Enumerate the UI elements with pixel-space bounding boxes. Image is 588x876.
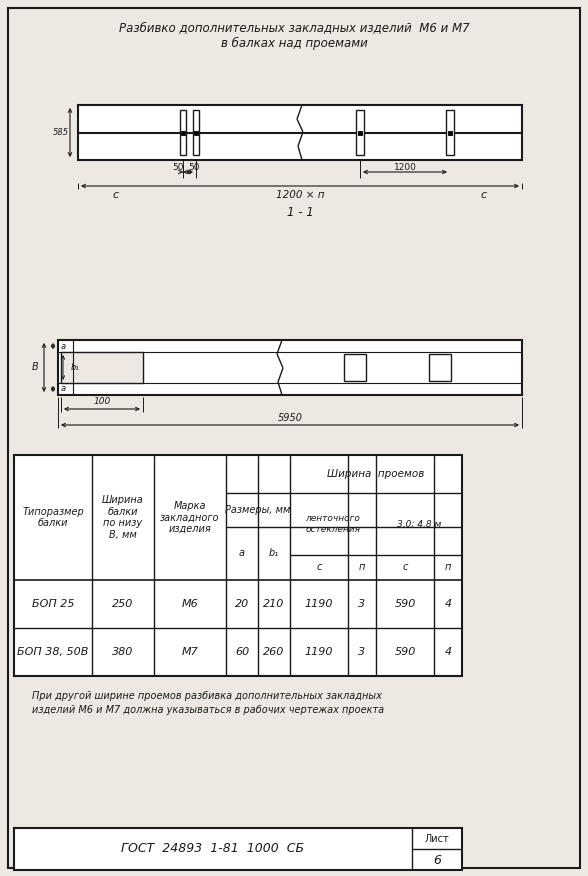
Text: 380: 380 — [112, 647, 133, 657]
Bar — [194, 131, 198, 135]
Text: с: с — [481, 190, 487, 200]
Bar — [14, 828, 462, 870]
Text: п: п — [445, 562, 451, 573]
Text: 50: 50 — [189, 163, 201, 172]
Text: Разбивко дополнительных закладных изделий  М6 и М7: Разбивко дополнительных закладных издели… — [119, 22, 469, 34]
Text: 100: 100 — [93, 398, 111, 406]
Text: с: с — [402, 562, 407, 573]
Text: 60: 60 — [235, 647, 249, 657]
Text: При другой ширине проемов разбивка дополнительных закладных: При другой ширине проемов разбивка допол… — [32, 691, 382, 701]
Text: в балках над проемами: в балках над проемами — [220, 37, 368, 50]
Text: а: а — [61, 342, 66, 350]
Bar — [61, 352, 143, 383]
Text: М7: М7 — [182, 647, 198, 657]
Bar — [193, 110, 199, 155]
Text: ГОСТ  24893  1-81  1000  СБ: ГОСТ 24893 1-81 1000 СБ — [122, 843, 305, 856]
Bar — [356, 110, 364, 155]
Text: изделий М6 и М7 должна указываться в рабочих чертежах проекта: изделий М6 и М7 должна указываться в раб… — [32, 705, 384, 715]
Text: 1 - 1: 1 - 1 — [286, 206, 313, 218]
Text: В: В — [32, 363, 38, 372]
Text: 590: 590 — [395, 647, 416, 657]
Text: М6: М6 — [182, 599, 198, 609]
Text: 50: 50 — [172, 163, 183, 172]
Bar — [448, 131, 452, 135]
Text: 1200: 1200 — [393, 163, 416, 172]
Text: с: с — [113, 190, 119, 200]
Text: 1200 × п: 1200 × п — [276, 190, 324, 200]
Text: 590: 590 — [395, 599, 416, 609]
Text: Размеры, мм: Размеры, мм — [225, 505, 290, 515]
Text: 3: 3 — [359, 599, 366, 609]
Text: 210: 210 — [263, 599, 285, 609]
Text: 250: 250 — [112, 599, 133, 609]
Bar — [14, 455, 462, 676]
Text: Типоразмер
балки: Типоразмер балки — [22, 506, 84, 528]
Text: п: п — [359, 562, 365, 573]
Text: 6: 6 — [433, 853, 441, 866]
Bar — [344, 354, 366, 381]
Text: а: а — [61, 385, 66, 393]
Text: 20: 20 — [235, 599, 249, 609]
Text: 3: 3 — [359, 647, 366, 657]
Text: Ширина  проемов: Ширина проемов — [328, 469, 425, 479]
Bar — [180, 110, 186, 155]
Bar — [429, 354, 451, 381]
Text: 260: 260 — [263, 647, 285, 657]
Text: b₁: b₁ — [71, 363, 80, 372]
Text: а: а — [239, 548, 245, 559]
Text: Лист: Лист — [425, 834, 449, 844]
Text: 3,0; 4,8 м: 3,0; 4,8 м — [397, 519, 441, 528]
Text: БОП 25: БОП 25 — [32, 599, 74, 609]
Text: 4: 4 — [445, 647, 452, 657]
Text: 4: 4 — [445, 599, 452, 609]
Text: 5950: 5950 — [278, 413, 302, 423]
Text: ленточного
остекления: ленточного остекления — [306, 514, 360, 533]
Bar — [58, 340, 522, 395]
Text: 1190: 1190 — [305, 647, 333, 657]
Bar — [78, 105, 522, 160]
Text: 1190: 1190 — [305, 599, 333, 609]
Text: БОП 38, 50В: БОП 38, 50В — [17, 647, 89, 657]
Bar — [358, 131, 362, 135]
Text: 585: 585 — [53, 128, 69, 137]
Bar — [446, 110, 454, 155]
Bar — [181, 131, 185, 135]
Text: с: с — [316, 562, 322, 573]
Text: Ширина
балки
по низу
В, мм: Ширина балки по низу В, мм — [102, 495, 144, 540]
Text: b₁: b₁ — [269, 548, 279, 559]
Text: Марка
закладного
изделия: Марка закладного изделия — [161, 501, 220, 534]
